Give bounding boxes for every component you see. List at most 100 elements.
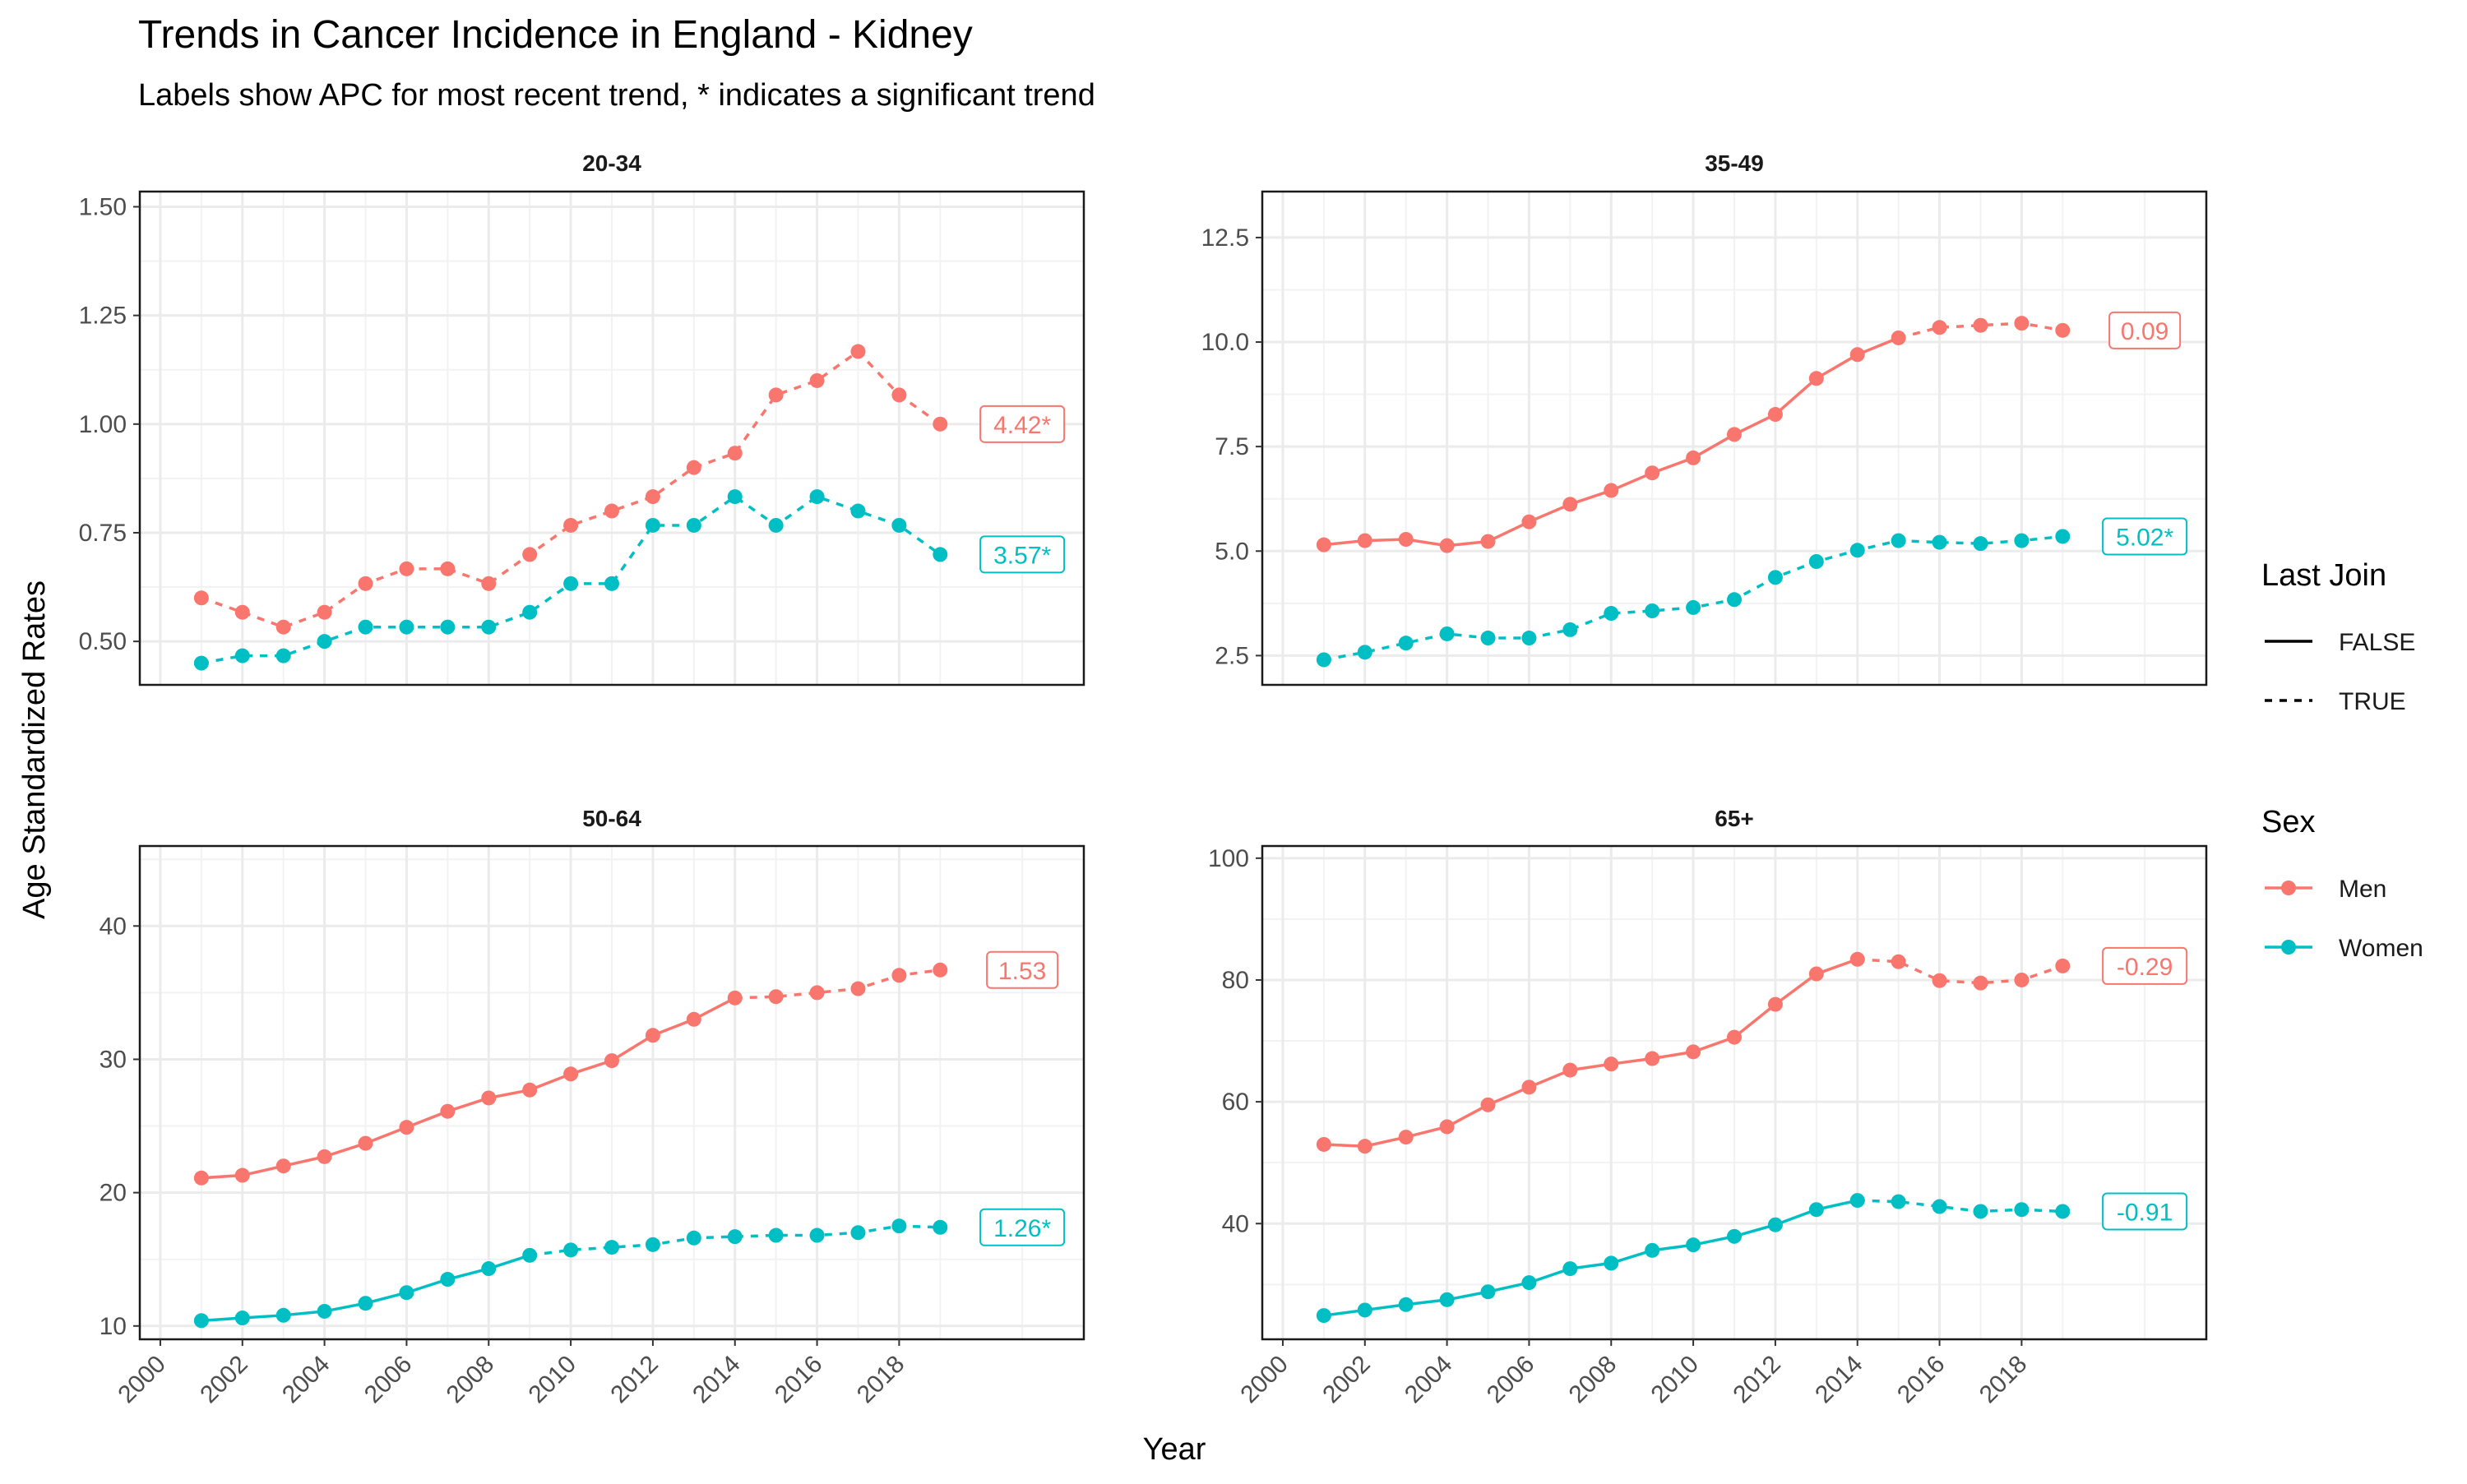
x-tick-label: 2006 [359, 1351, 418, 1409]
legend-label: Women [2339, 935, 2423, 962]
data-point [317, 1149, 332, 1164]
panel-border [1261, 844, 2208, 1341]
data-point [358, 1135, 373, 1151]
series-men: 0.09 [1316, 311, 2182, 553]
y-tick-label: 10 [100, 1313, 127, 1340]
data-point [809, 489, 825, 505]
data-point [2014, 316, 2030, 331]
series-women: 5.02* [1316, 517, 2188, 668]
data-point [481, 1261, 497, 1277]
y-tick-label: 12.5 [1201, 224, 1249, 252]
data-point [1521, 1079, 1537, 1095]
data-point [1973, 536, 1988, 552]
data-point [1727, 592, 1742, 608]
data-point [563, 1242, 579, 1258]
data-point [1439, 626, 1455, 641]
data-point [1686, 450, 1701, 465]
data-point [1849, 543, 1865, 558]
panel-strip-label: 20-34 [582, 150, 641, 176]
data-point [1973, 317, 1988, 333]
apc-label-box [979, 535, 1066, 574]
panel-65+: 65+ 40 60 80 100 2000 2002 2004 2006 2008 2010 2012… [1208, 806, 2208, 1409]
data-point [1357, 1139, 1372, 1154]
y-tick-label: 5.0 [1215, 538, 1249, 565]
data-point [645, 489, 660, 505]
apc-label: 5.02* [2102, 517, 2188, 556]
data-point [440, 1272, 456, 1288]
x-tick-label: 2000 [113, 1351, 171, 1409]
data-point [2055, 958, 2071, 973]
legend-label: Men [2339, 876, 2386, 903]
data-point [1686, 599, 1701, 615]
data-point [604, 1053, 619, 1069]
data-point [727, 1229, 743, 1245]
x-tick-label: 2006 [1482, 1351, 1540, 1409]
data-point [1480, 534, 1496, 549]
data-point [686, 1011, 701, 1027]
data-point [1604, 1056, 1619, 1072]
y-tick-label: 20 [100, 1180, 127, 1207]
legend-sex: Sex Men Women [2261, 805, 2423, 962]
data-point [809, 1227, 825, 1243]
apc-label: 1.53 [986, 950, 1059, 989]
data-point [1480, 631, 1496, 646]
data-point [1849, 347, 1865, 363]
data-point [193, 590, 209, 606]
data-point [358, 1296, 373, 1311]
data-point [891, 968, 907, 983]
data-point [1316, 537, 1331, 552]
data-point [1521, 631, 1537, 646]
data-point [234, 604, 250, 620]
apc-label-box [2102, 517, 2188, 556]
legend-title: Sex [2261, 805, 2315, 839]
data-point [686, 1230, 701, 1246]
data-point [317, 1303, 332, 1319]
data-point [1767, 1217, 1783, 1232]
y-tick-label: 2.5 [1215, 642, 1249, 669]
data-point [440, 619, 456, 635]
data-point [1891, 954, 1906, 969]
data-point [193, 655, 209, 671]
panel-strip-label: 50-64 [582, 806, 641, 831]
apc-label: -0.91 [2102, 1192, 2188, 1231]
data-point [1849, 951, 1865, 967]
data-point [1767, 996, 1783, 1012]
data-point [891, 1218, 907, 1234]
series-line-last-join [529, 1224, 941, 1257]
x-tick-label: 2016 [1892, 1351, 1951, 1409]
y-tick-label: 60 [1222, 1089, 1249, 1116]
data-point [933, 1219, 948, 1235]
data-point [358, 619, 373, 635]
x-tick-label: 2014 [687, 1351, 746, 1409]
data-point [768, 387, 784, 403]
apc-label-box [979, 405, 1066, 443]
series-line-earlier-joins [201, 996, 736, 1180]
series-line-earlier-joins [1323, 958, 1858, 1148]
data-point [1439, 1119, 1455, 1135]
data-point [604, 576, 619, 591]
data-point [563, 517, 579, 533]
data-point [1562, 622, 1578, 637]
data-point [234, 1167, 250, 1183]
y-tick-label: 1.50 [79, 194, 127, 221]
data-point [727, 446, 743, 461]
apc-label: 0.09 [2108, 311, 2182, 349]
data-point [933, 962, 948, 978]
data-point [275, 1307, 291, 1323]
data-point [727, 489, 743, 505]
legend-label: TRUE [2339, 688, 2406, 715]
x-tick-label: 2002 [195, 1351, 253, 1409]
data-point [522, 547, 538, 562]
data-point [1645, 1051, 1660, 1066]
y-tick-label: 1.25 [79, 303, 127, 330]
panel-20-34: 20-34 0.50 0.75 1.00 1.25 1.50 4.42* 3.57* [79, 150, 1085, 687]
data-point [440, 561, 456, 576]
data-point [1767, 407, 1783, 423]
data-point [891, 517, 907, 533]
data-point [1686, 1044, 1701, 1060]
data-point [317, 634, 332, 650]
data-point [1398, 636, 1414, 651]
data-point [563, 576, 579, 591]
data-point [1480, 1284, 1496, 1300]
